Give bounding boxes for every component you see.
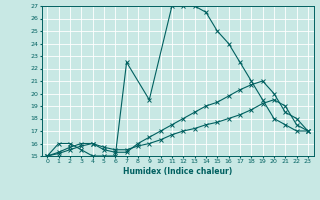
X-axis label: Humidex (Indice chaleur): Humidex (Indice chaleur)	[123, 167, 232, 176]
